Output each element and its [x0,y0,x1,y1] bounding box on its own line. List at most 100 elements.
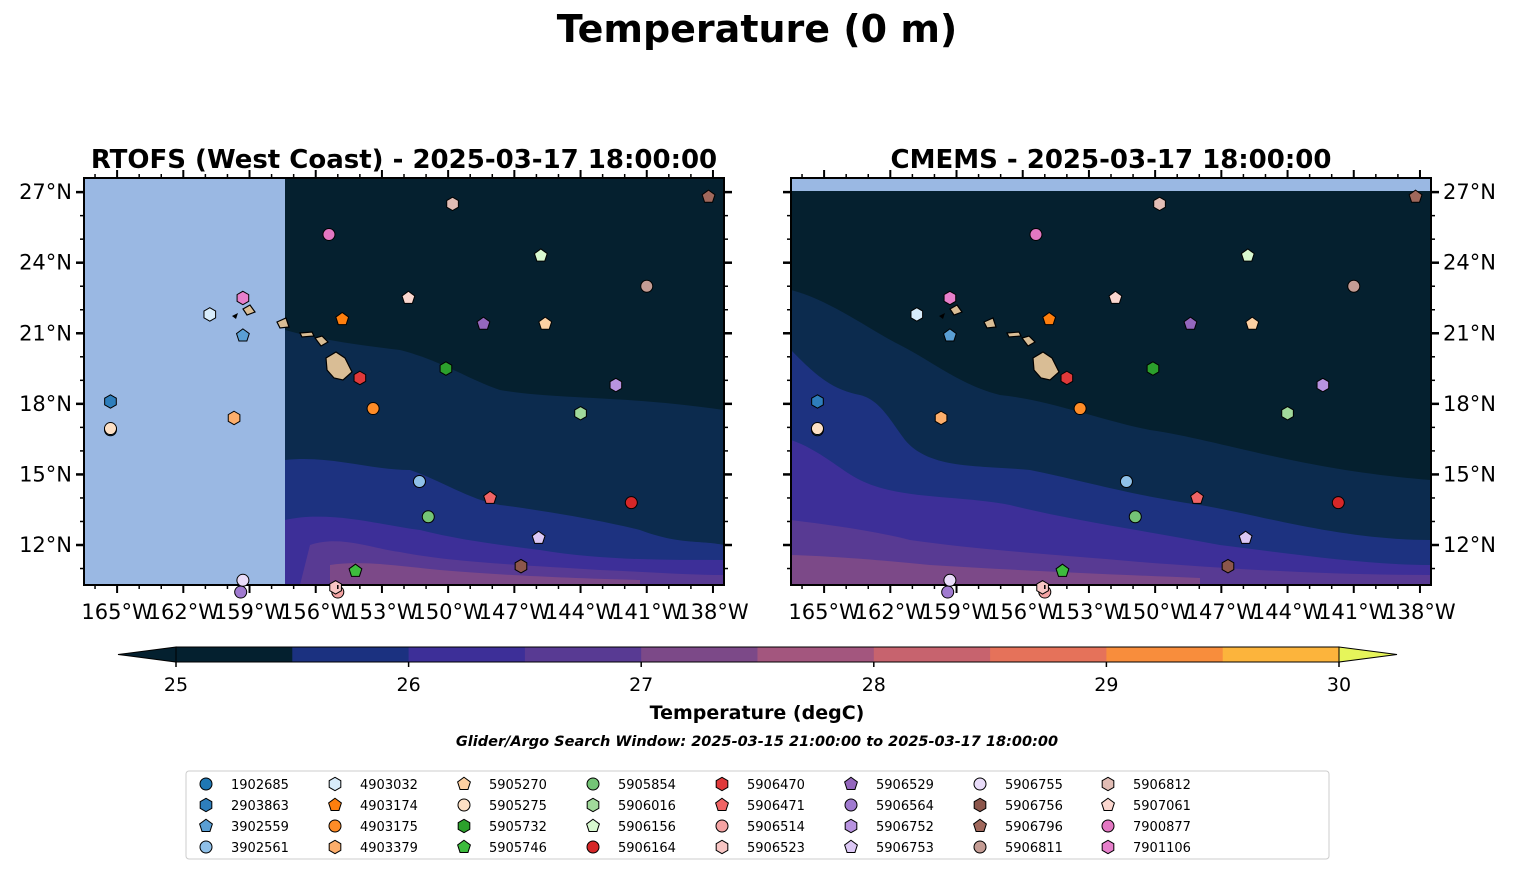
float-marker-5906564 [234,585,248,599]
legend-label: 5906523 [747,841,805,856]
colorbar-under-arrow [117,646,177,663]
legend-item: 4903032 [328,776,418,793]
float-marker-5905746 [1055,563,1070,577]
legend-label: 5905746 [489,841,547,856]
legend-item: 7901106 [1101,839,1191,856]
float-marker-4903175 [366,402,380,416]
legend-label: 3902559 [231,820,289,835]
legend-marker-5906164 [586,840,600,854]
legend-label: 5906164 [618,841,676,856]
legend-marker-4903174 [328,797,342,811]
legend-item: 4903174 [328,797,418,814]
legend-marker-5906564 [844,798,858,812]
colorbar-bin [641,647,758,662]
temperature-field-rtofs [84,178,724,585]
legend-item: 5905732 [457,818,547,835]
x-tick-label: 156°W [987,600,1059,624]
float-marker-5906753 [1238,530,1253,544]
floats-rtofs [103,189,716,599]
legend-item: 3902559 [199,818,289,835]
legend-item: 5906564 [844,798,934,814]
x-tick-label: 159°W [214,600,286,624]
legend-marker-5906812 [1101,776,1115,792]
legend-marker-5906755 [973,777,987,791]
x-tick-label: 138°W [677,600,749,624]
legend-item: 1902685 [199,777,289,793]
legend-label: 5906470 [747,778,805,793]
float-marker-5906752 [609,377,623,393]
map-panel-cmems: 165°W162°W159°W156°W153°W150°W147°W144°W… [783,145,1496,624]
legend-marker-4903379 [328,839,342,855]
float-marker-3902561 [1119,474,1133,488]
legend-marker-1902685 [199,777,213,791]
legend-item: 5906529 [844,776,934,793]
colorbar-ticks: 25 26 27 28 29 30 [164,662,1351,696]
float-marker-3902559 [942,328,957,342]
float-marker-5906523 [1036,580,1049,595]
legend-item: 5906796 [973,818,1063,835]
y-tick-label: 21°N [19,321,72,345]
y-tick-label: 18°N [19,392,72,416]
panel-title-rtofs: RTOFS (West Coast) - 2025-03-17 18:00:00 [91,145,717,175]
legend-marker-4903032 [328,776,342,792]
legend-label: 5906564 [876,799,934,814]
x-tick-label: 162°W [855,600,927,624]
float-marker-7900877 [322,227,336,241]
float-marker-5906564 [941,585,955,599]
legend-item: 5906755 [973,777,1063,793]
legend-label: 5905270 [489,778,547,793]
float-marker-5905275 [810,422,824,436]
legend-marker-4903175 [328,819,342,833]
float-marker-5906164 [1331,496,1345,510]
colorbar-bin [990,647,1107,662]
float-marker-5906156 [533,248,548,262]
legend-label: 5906812 [1133,778,1191,793]
legend-marker-5906529 [844,776,858,790]
legend-item: 7900877 [1101,819,1191,835]
x-axis-ticks-cmems: 165°W162°W159°W156°W153°W150°W147°W144°W… [788,170,1456,624]
y-tick-label: 24°N [1443,251,1496,275]
legend-label: 5906796 [1005,820,1063,835]
legend-label: 5906471 [747,799,805,814]
legend-marker-5905270 [457,776,471,790]
float-marker-5906752 [1316,377,1330,393]
temperature-field-cmems [791,178,1431,585]
legend-marker-5905275 [457,798,471,812]
float-marker-4903174 [335,311,350,326]
x-tick-label: 159°W [921,600,993,624]
legend-label: 4903175 [360,820,418,835]
y-axis-ticks-cmems: 12°N 15°N 18°N 21°N 24°N 27°N [783,180,1496,570]
float-marker-5906156 [1240,248,1255,262]
float-marker-5906812 [446,196,459,212]
float-marker-5905732 [1146,361,1160,376]
legend-marker-5906016 [586,797,600,813]
legend: 1902685 2903863 3902559 3902561 4903032 49031… [185,770,1330,860]
colorbar-tick-label: 27 [629,674,653,696]
float-marker-3902561 [412,474,426,488]
x-tick-label: 165°W [788,600,860,624]
legend-entries: 1902685 2903863 3902559 3902561 4903032 49031… [199,776,1191,856]
legend-marker-7900877 [1101,819,1115,833]
float-marker-5906811 [640,279,654,293]
legend-marker-5906811 [973,840,987,854]
legend-label: 4903379 [360,841,418,856]
colorbar-frame [175,646,1340,663]
x-tick-label: 162°W [148,600,220,624]
legend-label: 1902685 [231,778,289,793]
float-marker-5906753 [531,530,546,544]
legend-marker-5905746 [457,839,471,853]
panel-title-cmems: CMEMS - 2025-03-17 18:00:00 [891,145,1332,175]
x-tick-label: 147°W [1186,600,1258,624]
colorbar-bins [117,646,1398,663]
legend-item: 5906812 [1101,776,1191,793]
legend-label: 7900877 [1133,820,1191,835]
x-tick-label: 150°W [412,600,484,624]
x-tick-label: 138°W [1384,600,1456,624]
legend-marker-5906756 [973,797,987,813]
colorbar-bin [1106,647,1224,662]
y-tick-label: 24°N [19,251,72,275]
x-tick-label: 141°W [611,600,683,624]
float-marker-4903032 [910,307,924,322]
legend-item: 5906753 [844,839,934,856]
legend-item: 5906164 [586,840,676,856]
